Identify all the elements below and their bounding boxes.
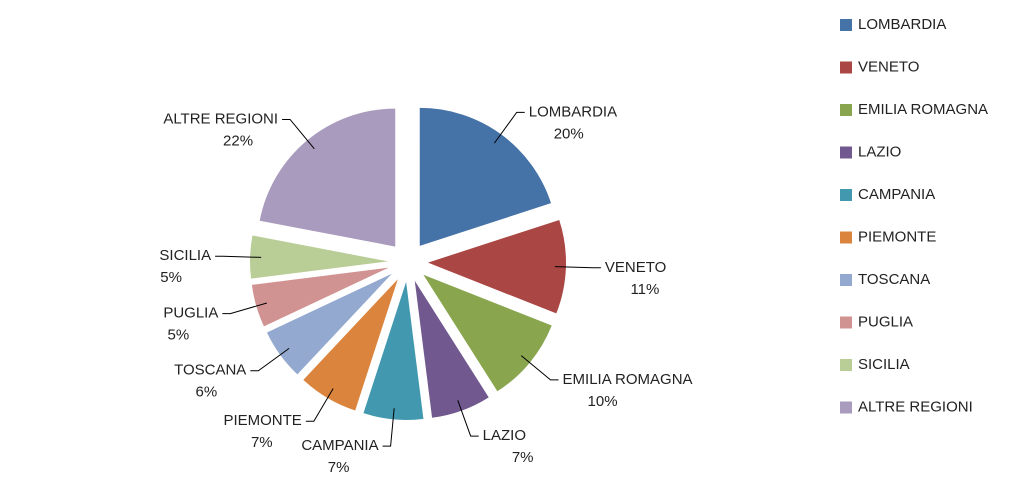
slice-label: TOSCANA (174, 362, 246, 379)
legend-label: PUGLIA (858, 313, 913, 330)
slice-label: VENETO (605, 259, 666, 276)
legend-swatch (840, 316, 852, 329)
slice-label: EMILIA ROMAGNA (563, 371, 693, 388)
leader-line (305, 388, 334, 422)
legend-swatch (840, 19, 852, 31)
pie-slice (259, 108, 396, 247)
leader-line (493, 111, 525, 144)
pie-slice (423, 274, 552, 392)
legend-swatch (840, 104, 852, 116)
leader-line (382, 408, 395, 447)
legend-label: VENETO (858, 58, 919, 75)
legend-label: LAZIO (858, 143, 901, 160)
legend-swatch (840, 61, 852, 74)
leader-line (215, 255, 262, 258)
leader-line (554, 266, 601, 269)
legend-label: EMILIA ROMAGNA (858, 101, 988, 118)
legend-label: ALTRE REGIONI (858, 398, 973, 415)
legend-swatch (840, 359, 852, 371)
slice-percent: 5% (168, 327, 190, 344)
pie-slice (363, 281, 424, 420)
legend-swatch (840, 401, 852, 414)
slice-percent: 10% (588, 393, 618, 410)
legend-swatch (840, 231, 852, 244)
pie-slice (427, 219, 566, 314)
legend-label: TOSCANA (858, 271, 930, 288)
slice-percent: 20% (554, 125, 584, 142)
slice-percent: 22% (223, 132, 253, 149)
slice-percent: 7% (512, 449, 534, 466)
pie-slice (250, 235, 389, 279)
slice-percent: 7% (251, 434, 273, 451)
legend-swatch (840, 274, 852, 286)
pie-slice (414, 280, 489, 418)
slice-label: PIEMONTE (223, 412, 301, 429)
legend-label: SICILIA (858, 356, 910, 373)
slice-label: SICILIA (159, 247, 211, 264)
legend-swatch (840, 189, 852, 201)
pie-slice (266, 273, 392, 375)
slice-label: LAZIO (483, 427, 526, 444)
slice-percent: 7% (328, 459, 350, 473)
legend-label: PIEMONTE (858, 228, 936, 245)
slice-percent: 6% (195, 384, 217, 401)
legend-label: CAMPANIA (858, 186, 935, 203)
slice-percent: 11% (630, 281, 659, 298)
leader-line (457, 400, 479, 437)
slice-label: ALTRE REGIONI (163, 110, 278, 127)
leader-line (250, 347, 290, 372)
slice-percent: 5% (160, 269, 182, 286)
pie-slice (251, 267, 389, 327)
leader-line (282, 118, 315, 150)
slice-label: PUGLIA (163, 305, 218, 322)
slice-label: LOMBARDIA (529, 103, 617, 120)
legend-swatch (840, 146, 852, 159)
pie-slice (419, 107, 552, 246)
leader-line (222, 302, 268, 315)
pie-slice (303, 279, 398, 411)
slice-label: CAMPANIA (301, 437, 378, 454)
leader-line (520, 355, 559, 381)
legend-label: LOMBARDIA (858, 16, 946, 33)
